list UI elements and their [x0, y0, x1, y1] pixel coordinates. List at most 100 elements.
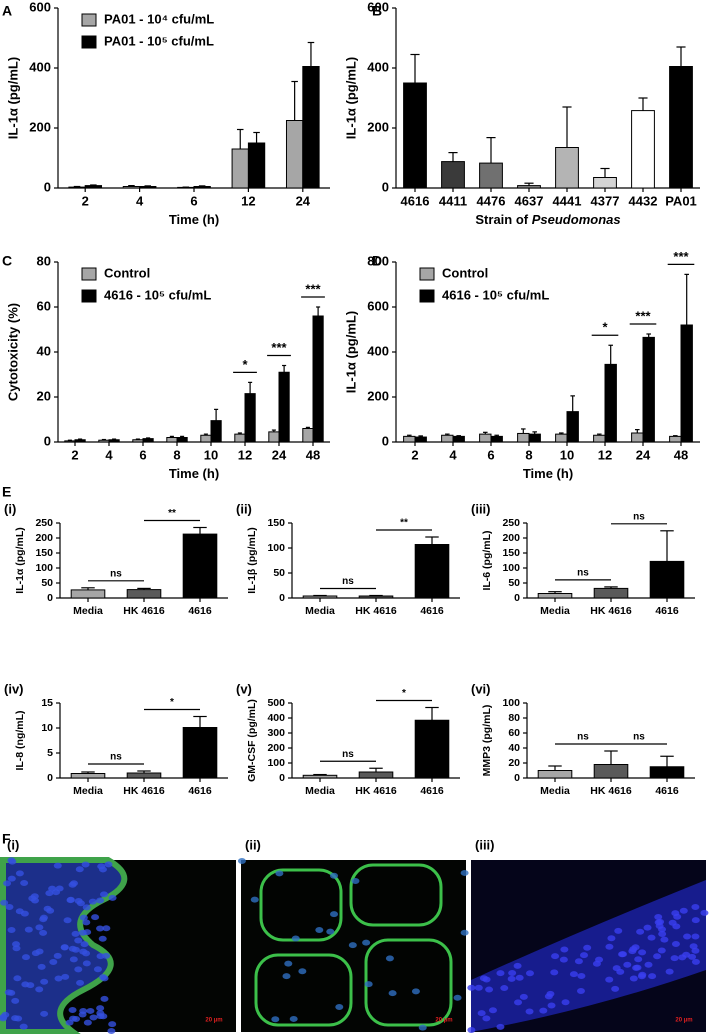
nucleus: [689, 943, 698, 950]
significance-label: *: [242, 357, 248, 372]
bar: [234, 433, 246, 443]
y-tick-label: 600: [367, 298, 389, 313]
bar: [669, 66, 693, 189]
bar: [268, 431, 280, 443]
x-tick-label: 48: [674, 447, 688, 462]
x-tick-label: 4411: [439, 193, 467, 208]
nucleus: [467, 984, 476, 991]
nucleus: [11, 997, 20, 1004]
nucleus: [330, 911, 339, 918]
nucleus: [514, 999, 523, 1006]
y-tick-label: 300: [267, 727, 285, 739]
nucleus: [43, 905, 52, 912]
y-tick-label: 80: [37, 253, 51, 268]
y-tick-label: 10: [41, 722, 53, 734]
bar: [182, 727, 218, 779]
x-tick-label: 10: [560, 447, 574, 462]
y-tick-label: 5: [47, 747, 53, 759]
x-tick-label: 12: [238, 447, 252, 462]
x-tick-label: HK 4616: [123, 605, 165, 617]
y-tick-label: 50: [273, 567, 285, 579]
nucleus: [638, 949, 647, 956]
y-tick-label: 0: [514, 592, 520, 604]
nucleus: [82, 904, 91, 911]
y-tick-label: 100: [267, 757, 285, 769]
x-tick-label: Media: [540, 605, 570, 617]
x-tick-label: 4: [449, 447, 457, 462]
bar: [403, 435, 416, 443]
nucleus: [96, 1005, 105, 1012]
nucleus: [618, 951, 627, 958]
x-tick-label: 2: [411, 447, 418, 462]
bar: [358, 595, 394, 599]
nucleus: [467, 1027, 476, 1034]
x-axis-label: Time (h): [169, 466, 219, 481]
nucleus: [0, 899, 9, 906]
nucleus: [515, 974, 524, 981]
bar: [176, 437, 188, 443]
bar: [649, 560, 685, 599]
bar: [98, 439, 110, 443]
panel-label: (ii): [236, 501, 252, 516]
nucleus: [49, 958, 58, 965]
significance-label: ***: [673, 249, 689, 264]
y-tick-label: 100: [35, 562, 53, 574]
nucleus: [335, 1004, 344, 1011]
nucleus: [611, 985, 620, 992]
nucleus: [20, 910, 29, 917]
nucleus: [45, 890, 54, 897]
bar: [452, 435, 465, 443]
legend-label: 4616 - 10⁵ cfu/mL: [442, 287, 549, 302]
y-tick-label: 0: [44, 179, 51, 194]
nucleus: [75, 866, 84, 873]
nucleus: [7, 926, 16, 933]
nucleus: [74, 897, 83, 904]
x-tick-label: 48: [306, 447, 320, 462]
nucleus: [671, 910, 680, 917]
cell-outline: [349, 863, 443, 927]
bar: [200, 434, 212, 443]
bar: [285, 120, 304, 189]
y-axis-label: IL-1α (pg/mL): [5, 57, 20, 139]
nucleus: [691, 917, 700, 924]
micrograph: [237, 858, 469, 1032]
y-tick-label: 100: [502, 697, 520, 709]
nucleus: [11, 1015, 20, 1022]
nucleus: [99, 974, 108, 981]
y-tick-label: 0: [47, 592, 53, 604]
section-label: E: [2, 484, 11, 500]
legend-swatch: [81, 267, 97, 281]
bar: [244, 393, 256, 443]
nucleus: [275, 870, 284, 877]
x-tick-label: 4: [136, 193, 144, 208]
nucleus: [474, 984, 483, 991]
nucleus: [291, 935, 300, 942]
nucleus: [53, 952, 62, 959]
x-tick-label: HK 4616: [590, 605, 632, 617]
nucleus: [634, 956, 643, 963]
nucleus: [559, 956, 568, 963]
bar: [604, 363, 617, 443]
y-axis-label: GM-CSF (pg/mL): [246, 699, 258, 782]
y-tick-label: 200: [267, 742, 285, 754]
bar: [302, 595, 338, 599]
nucleus: [78, 1011, 87, 1018]
nucleus: [644, 961, 653, 968]
nucleus: [683, 933, 692, 940]
y-tick-label: 40: [508, 742, 520, 754]
nucleus: [614, 927, 623, 934]
significance-label: ns: [577, 568, 589, 579]
nucleus: [700, 909, 709, 916]
y-tick-label: 0: [382, 179, 389, 194]
nucleus: [65, 1019, 74, 1026]
bar: [669, 435, 682, 443]
y-tick-label: 15: [41, 697, 53, 709]
nucleus: [636, 928, 645, 935]
x-tick-label: HK 4616: [123, 785, 165, 797]
y-tick-label: 150: [35, 547, 53, 559]
significance-label: *: [170, 697, 174, 708]
x-axis-label-part: Strain of: [475, 212, 531, 227]
legend-label: Control: [442, 265, 488, 280]
nucleus: [460, 869, 469, 876]
nucleus: [569, 971, 578, 978]
